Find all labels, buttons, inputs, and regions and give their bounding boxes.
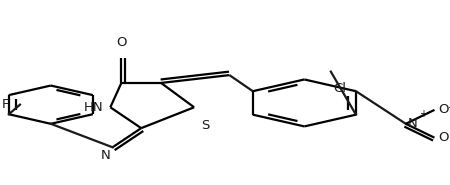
Text: O: O bbox=[438, 131, 449, 144]
Text: O: O bbox=[438, 103, 449, 116]
Text: O: O bbox=[116, 36, 126, 49]
Text: S: S bbox=[201, 120, 209, 132]
Text: HN: HN bbox=[84, 101, 104, 114]
Text: N: N bbox=[101, 149, 110, 162]
Text: −: − bbox=[447, 103, 450, 113]
Text: N: N bbox=[408, 117, 418, 130]
Text: +: + bbox=[418, 109, 427, 119]
Text: F: F bbox=[1, 98, 9, 111]
Text: Cl: Cl bbox=[333, 82, 346, 95]
